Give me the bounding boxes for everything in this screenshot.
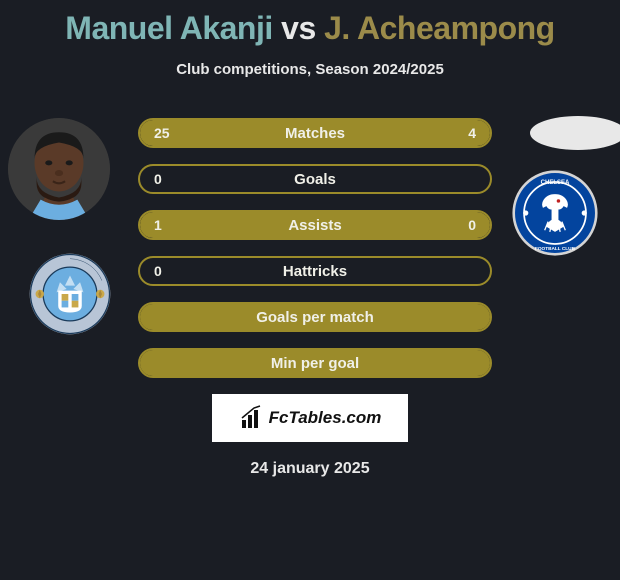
stat-value-right: 0: [468, 217, 476, 233]
stat-row: Min per goal: [138, 348, 492, 378]
stat-label: Goals per match: [256, 309, 374, 326]
brand-attribution: FcTables.com: [212, 394, 408, 442]
stat-value-left: 25: [154, 125, 170, 141]
stat-row: 0 Hattricks: [138, 256, 492, 286]
player1-name: Manuel Akanji: [65, 10, 272, 46]
stats-bars: 25 Matches 4 0 Goals 1 Assists 0 0 Hattricks Goals…: [138, 118, 492, 378]
comparison-title: Manuel Akanji vs J. Acheampong: [0, 0, 620, 47]
player1-club-badge: [28, 252, 112, 336]
subtitle: Club competitions, Season 2024/2025: [0, 61, 620, 78]
stat-row: 0 Goals: [138, 164, 492, 194]
brand-logo-icon: [239, 405, 265, 431]
player2-photo: [530, 116, 620, 150]
stat-label: Goals: [294, 171, 336, 188]
brand-text: FcTables.com: [269, 408, 382, 428]
vs-separator: vs: [281, 10, 316, 46]
stat-label: Min per goal: [271, 355, 359, 372]
stat-row: 25 Matches 4: [138, 118, 492, 148]
stat-value-left: 1: [154, 217, 162, 233]
svg-text:FOOTBALL CLUB: FOOTBALL CLUB: [535, 246, 576, 252]
stat-value-left: 0: [154, 263, 162, 279]
stat-row: 1 Assists 0: [138, 210, 492, 240]
stat-label: Matches: [285, 125, 345, 142]
stat-row: Goals per match: [138, 302, 492, 332]
stat-label: Hattricks: [283, 263, 347, 280]
stat-value-right: 4: [468, 125, 476, 141]
player1-photo: [8, 118, 110, 220]
comparison-content: CHELSEA FOOTBALL CLUB 25 Matches 4 0 Goals 1 A…: [0, 118, 620, 378]
svg-text:CHELSEA: CHELSEA: [541, 180, 570, 186]
player2-name: J. Acheampong: [324, 10, 555, 46]
stat-value-left: 0: [154, 171, 162, 187]
stat-label: Assists: [288, 217, 341, 234]
player2-club-badge: CHELSEA FOOTBALL CLUB: [512, 170, 598, 256]
snapshot-date: 24 january 2025: [0, 460, 620, 478]
